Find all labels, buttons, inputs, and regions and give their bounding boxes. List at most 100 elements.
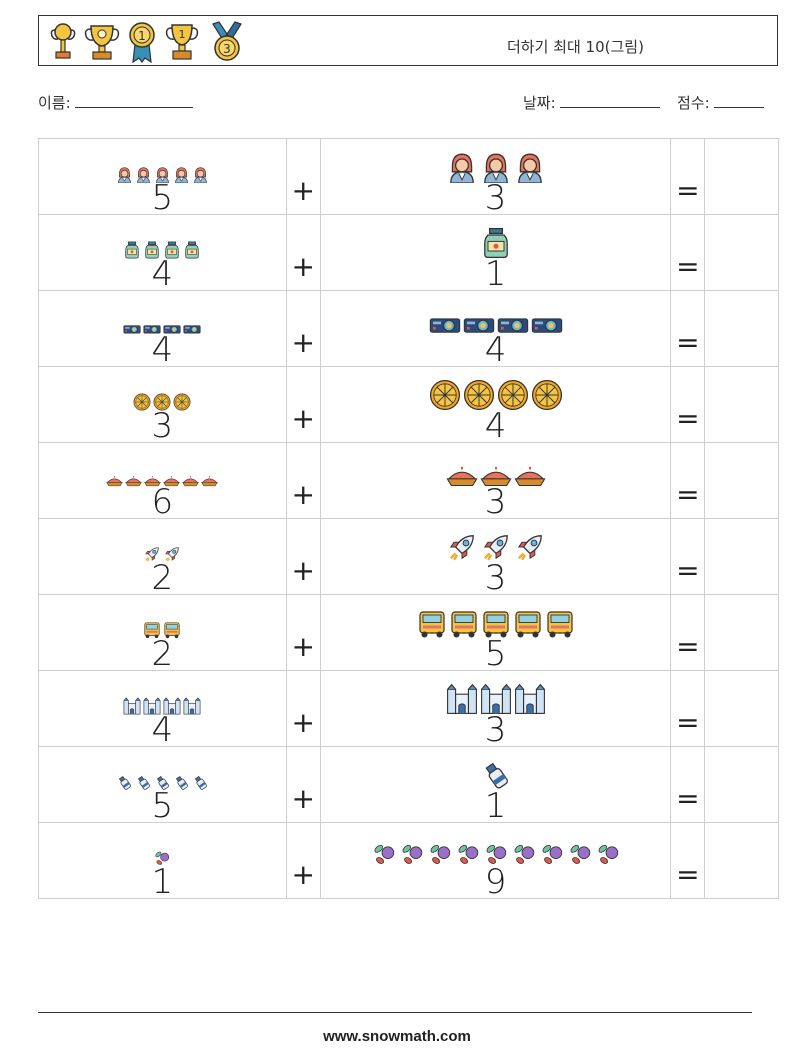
woman-icon <box>175 167 188 183</box>
bus-icon <box>450 611 477 638</box>
left-operand-cell: 5 <box>38 746 287 823</box>
problem-row: 4 + 1 = <box>38 214 779 294</box>
answer-cell[interactable] <box>704 214 779 291</box>
pie-icon <box>445 466 478 486</box>
right-number: 9 <box>484 862 507 902</box>
problem-row: 4 + 3 = <box>38 670 779 750</box>
name-field[interactable]: 이름: <box>38 92 193 113</box>
right-operand-cell: 5 <box>319 594 672 671</box>
projector-icon <box>143 325 161 334</box>
woman-icon <box>449 153 474 183</box>
left-number: 4 <box>151 254 174 294</box>
date-field[interactable]: 날짜: <box>523 92 660 113</box>
pie-icon <box>201 476 219 487</box>
rocket-icon <box>165 547 179 562</box>
equals-sign: = <box>676 478 700 511</box>
plus-sign: + <box>291 250 316 283</box>
plus-cell: + <box>285 290 321 367</box>
answer-cell[interactable] <box>704 746 779 823</box>
pie-icon <box>182 476 200 487</box>
berries-icon <box>155 851 170 865</box>
projector-icon <box>163 325 181 334</box>
plus-cell: + <box>285 670 321 747</box>
problem-row: 5 + 1 = <box>38 746 779 826</box>
projector-icon <box>183 325 201 334</box>
left-operand-cell: 4 <box>38 670 287 750</box>
score-field[interactable]: 점수: <box>677 92 764 113</box>
equals-cell: = <box>670 594 706 671</box>
answer-cell[interactable] <box>704 670 779 747</box>
pie-icon <box>125 476 143 487</box>
right-picture-group <box>321 519 670 563</box>
spray-icon <box>137 775 150 790</box>
equals-cell: = <box>670 822 706 899</box>
equals-cell: = <box>670 366 706 443</box>
score-blank[interactable] <box>713 93 764 108</box>
castle-icon <box>163 697 181 715</box>
equals-cell: = <box>670 518 706 595</box>
plus-cell: + <box>285 214 321 291</box>
answer-cell[interactable] <box>704 822 779 899</box>
right-picture-group <box>321 367 670 411</box>
equals-sign: = <box>676 706 700 739</box>
answer-cell[interactable] <box>704 290 779 367</box>
bus-icon <box>546 611 573 638</box>
woman-icon <box>118 167 131 183</box>
left-picture-group <box>39 367 286 411</box>
plus-sign: + <box>291 174 316 207</box>
name-blank[interactable] <box>74 93 193 108</box>
left-picture-group <box>39 215 286 259</box>
answer-cell[interactable] <box>704 594 779 671</box>
right-picture-group <box>321 823 670 867</box>
left-number: 2 <box>151 558 174 598</box>
woman-icon <box>517 153 542 183</box>
pie-icon <box>479 466 512 486</box>
left-picture-group <box>39 443 286 487</box>
equals-sign: = <box>676 250 700 283</box>
bus-icon <box>514 611 541 638</box>
plus-sign: + <box>291 630 316 663</box>
right-operand-cell: 3 <box>319 138 672 215</box>
castle-icon <box>480 683 511 714</box>
berries-icon <box>402 844 422 864</box>
name-label: 이름: <box>38 94 71 112</box>
right-picture-group <box>321 595 670 639</box>
plus-cell: + <box>285 746 321 823</box>
problem-row: 6 + 3 = <box>38 442 779 519</box>
projector-icon <box>497 318 528 333</box>
equals-sign: = <box>676 782 700 815</box>
header-box: 1 1 3 더하기 최대 10(그림) <box>38 15 778 66</box>
plus-cell: + <box>285 366 321 443</box>
right-number: 4 <box>484 406 507 446</box>
date-blank[interactable] <box>559 93 660 108</box>
pie-icon <box>144 476 162 487</box>
spray-icon <box>156 775 169 790</box>
answer-cell[interactable] <box>704 366 779 443</box>
jar-icon <box>145 241 159 259</box>
rocket-icon <box>449 535 474 561</box>
svg-text:3: 3 <box>223 42 231 56</box>
bus-icon <box>144 622 160 639</box>
right-number: 1 <box>484 786 507 826</box>
equals-sign: = <box>676 326 700 359</box>
footer-divider <box>38 1012 752 1013</box>
left-operand-cell: 3 <box>38 366 287 443</box>
right-picture-group <box>321 747 670 791</box>
left-number: 4 <box>151 710 174 750</box>
berries-icon <box>570 844 590 864</box>
answer-cell[interactable] <box>704 518 779 595</box>
plus-cell: + <box>285 518 321 595</box>
right-number: 4 <box>484 330 507 370</box>
left-picture-group <box>39 747 286 791</box>
equals-cell: = <box>670 138 706 215</box>
rocket-icon <box>483 535 508 561</box>
equals-sign: = <box>676 858 700 891</box>
left-operand-cell: 4 <box>38 214 287 294</box>
berries-icon <box>458 844 478 864</box>
answer-cell[interactable] <box>704 442 779 519</box>
left-number: 2 <box>151 634 174 674</box>
answer-cell[interactable] <box>704 138 779 215</box>
left-operand-cell: 2 <box>38 518 287 598</box>
right-operand-cell: 1 <box>319 746 672 826</box>
plus-cell: + <box>285 442 321 519</box>
